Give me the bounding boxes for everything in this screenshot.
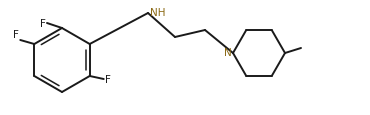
Text: NH: NH: [150, 8, 165, 18]
Text: N: N: [224, 48, 232, 58]
Text: F: F: [105, 74, 111, 84]
Text: F: F: [40, 19, 46, 29]
Text: F: F: [13, 30, 19, 40]
